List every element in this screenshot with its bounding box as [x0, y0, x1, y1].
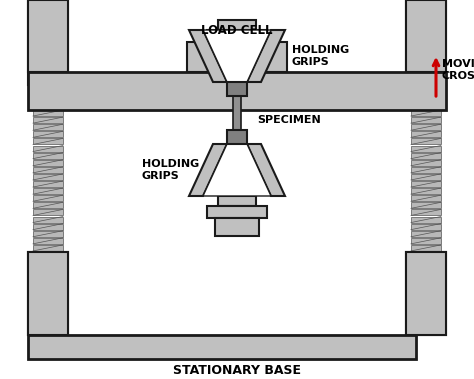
Bar: [28, 0, 68, 72]
Bar: [411, 131, 441, 137]
Bar: [411, 160, 441, 166]
Bar: [227, 130, 247, 144]
Bar: [411, 216, 441, 222]
Bar: [28, 0, 68, 85]
Text: MOVING
CROSSHEAD: MOVING CROSSHEAD: [442, 59, 474, 81]
Bar: [33, 231, 63, 237]
Bar: [33, 195, 63, 201]
Bar: [33, 22, 63, 28]
Bar: [207, 206, 267, 218]
Bar: [411, 50, 441, 56]
Bar: [411, 7, 441, 13]
Bar: [218, 196, 256, 206]
Bar: [411, 181, 441, 187]
Polygon shape: [247, 30, 285, 82]
Bar: [227, 82, 247, 96]
Bar: [411, 146, 441, 152]
Text: HOLDING
GRIPS: HOLDING GRIPS: [142, 159, 199, 181]
Bar: [33, 167, 63, 173]
Bar: [33, 188, 63, 194]
Bar: [411, 110, 441, 116]
Bar: [411, 167, 441, 173]
Bar: [411, 117, 441, 123]
Bar: [28, 252, 68, 335]
Bar: [33, 65, 63, 71]
Bar: [28, 252, 68, 335]
Bar: [411, 210, 441, 215]
Bar: [411, 58, 441, 64]
Bar: [411, 65, 441, 71]
Bar: [411, 124, 441, 130]
Polygon shape: [189, 30, 227, 82]
Bar: [411, 224, 441, 230]
Bar: [406, 0, 446, 72]
Bar: [33, 210, 63, 215]
Bar: [33, 153, 63, 159]
Bar: [33, 50, 63, 56]
Bar: [411, 153, 441, 159]
Bar: [33, 202, 63, 208]
Bar: [411, 0, 441, 6]
Bar: [33, 7, 63, 13]
Bar: [411, 14, 441, 20]
Bar: [33, 238, 63, 244]
Bar: [33, 174, 63, 180]
Bar: [411, 43, 441, 49]
Bar: [33, 216, 63, 222]
Bar: [218, 20, 256, 30]
Bar: [411, 202, 441, 208]
Polygon shape: [203, 30, 271, 82]
Polygon shape: [247, 144, 285, 196]
Bar: [33, 43, 63, 49]
Text: SPECIMEN: SPECIMEN: [257, 115, 321, 125]
Polygon shape: [189, 144, 227, 196]
Bar: [411, 174, 441, 180]
Bar: [411, 29, 441, 35]
Bar: [406, 252, 446, 335]
Text: STATIONARY BASE: STATIONARY BASE: [173, 363, 301, 376]
Bar: [33, 58, 63, 64]
Polygon shape: [203, 144, 271, 196]
Bar: [406, 0, 446, 85]
Bar: [33, 124, 63, 130]
Bar: [411, 245, 441, 251]
Bar: [33, 160, 63, 166]
Bar: [33, 245, 63, 251]
Bar: [33, 36, 63, 42]
Text: HOLDING
GRIPS: HOLDING GRIPS: [292, 45, 349, 67]
Bar: [33, 138, 63, 144]
Bar: [411, 231, 441, 237]
Bar: [28, 72, 446, 110]
Bar: [233, 96, 241, 144]
Bar: [33, 117, 63, 123]
Bar: [207, 30, 267, 42]
Text: LOAD CELL: LOAD CELL: [201, 24, 273, 37]
Bar: [411, 138, 441, 144]
Bar: [33, 14, 63, 20]
Bar: [33, 29, 63, 35]
Bar: [215, 218, 259, 236]
Bar: [33, 110, 63, 116]
Bar: [411, 36, 441, 42]
Bar: [33, 224, 63, 230]
Bar: [411, 238, 441, 244]
Bar: [33, 131, 63, 137]
Bar: [28, 335, 416, 359]
Bar: [406, 252, 446, 335]
Bar: [33, 0, 63, 6]
Bar: [33, 181, 63, 187]
Bar: [33, 146, 63, 152]
Bar: [187, 42, 287, 72]
Bar: [411, 195, 441, 201]
Bar: [411, 188, 441, 194]
Bar: [411, 22, 441, 28]
